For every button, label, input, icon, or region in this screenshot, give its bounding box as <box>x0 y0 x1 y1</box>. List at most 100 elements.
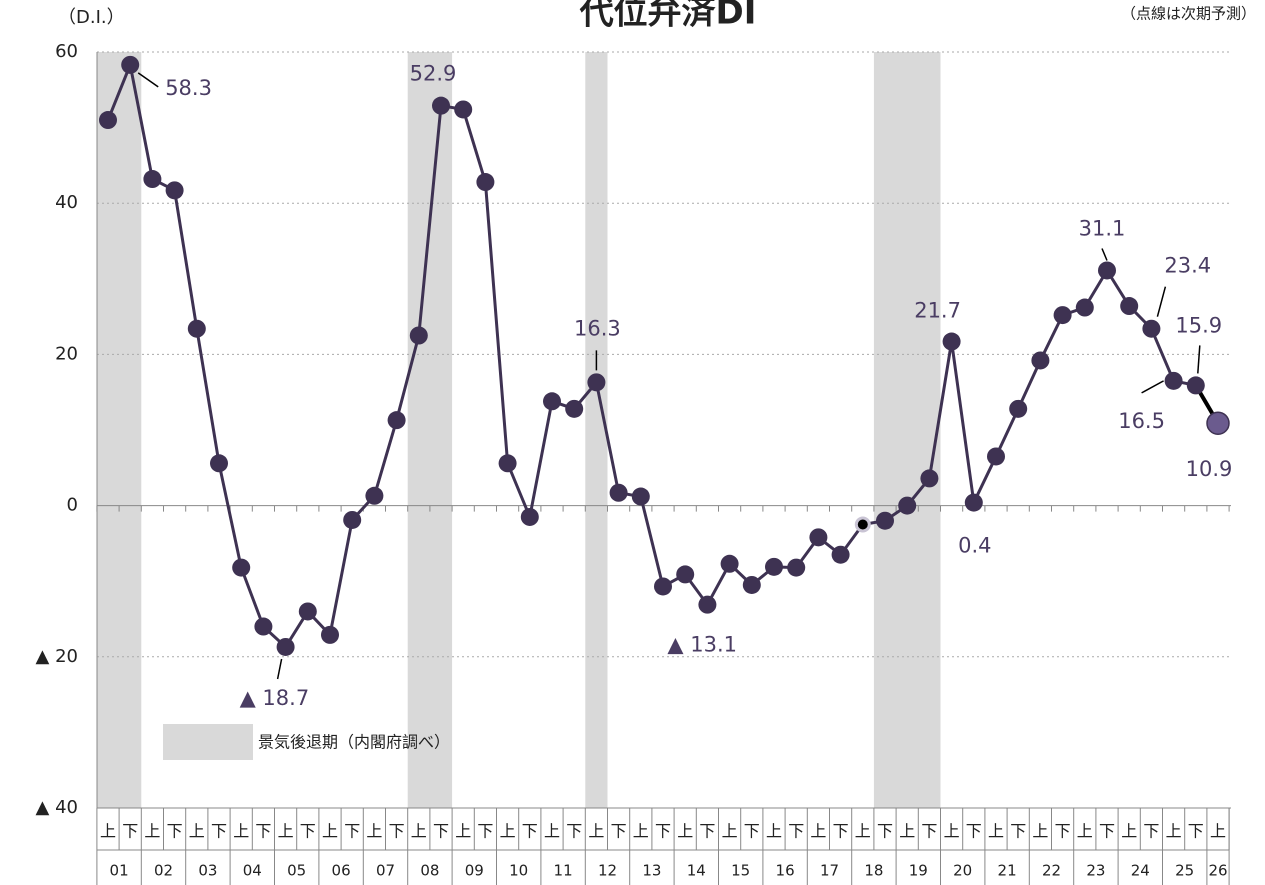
year-label: 18 <box>864 862 883 880</box>
marker <box>143 170 162 189</box>
recession-band <box>873 52 941 808</box>
marker <box>121 55 140 74</box>
x-tick-label: 上 <box>322 822 338 841</box>
x-tick-label: 下 <box>477 822 493 841</box>
x-tick-label: 上 <box>455 822 471 841</box>
marker <box>432 96 450 115</box>
x-tick-label: 下 <box>1055 822 1071 841</box>
marker <box>676 565 695 584</box>
marker <box>298 602 317 621</box>
x-tick-label: 上 <box>810 822 826 841</box>
x-tick-label: 上 <box>144 822 160 841</box>
marker <box>720 554 739 573</box>
year-label: 07 <box>376 862 395 880</box>
x-tick-label: 上 <box>588 822 604 841</box>
y-tick-label: ▲ 20 <box>36 646 78 667</box>
marker <box>254 617 273 636</box>
data-label: 58.3 <box>165 76 212 100</box>
year-label: 03 <box>198 862 217 880</box>
x-tick-label: 下 <box>211 822 227 841</box>
year-label: 13 <box>642 862 661 880</box>
marker <box>1098 261 1116 280</box>
leader-line <box>137 72 159 88</box>
marker <box>165 181 184 200</box>
marker <box>409 326 428 345</box>
x-tick-label: 上 <box>1166 822 1182 841</box>
data-label: 0.4 <box>958 534 991 558</box>
y-tick-label: 20 <box>55 343 78 364</box>
y-unit: （D.I.） <box>58 7 125 28</box>
marker <box>1031 351 1050 370</box>
recession-band <box>407 52 453 808</box>
marker-dot <box>857 519 868 530</box>
leader-line <box>1101 248 1108 261</box>
forecast-marker <box>1206 411 1230 435</box>
legend-label: 景気後退期（内閣府調べ） <box>258 733 450 752</box>
x-tick-label: 下 <box>1099 822 1115 841</box>
x-tick-label: 下 <box>389 822 405 841</box>
marker <box>187 319 206 338</box>
marker <box>1075 298 1094 317</box>
year-label: 06 <box>332 862 351 880</box>
year-label: 22 <box>1042 862 1061 880</box>
leader-line <box>1197 345 1201 374</box>
year-label: 19 <box>909 862 928 880</box>
marker <box>454 100 473 119</box>
x-tick-label: 上 <box>633 822 649 841</box>
marker <box>609 483 628 502</box>
marker <box>964 493 983 512</box>
x-tick-label: 下 <box>344 822 360 841</box>
x-tick-label: 上 <box>855 822 871 841</box>
marker <box>809 528 828 547</box>
year-label: 20 <box>953 862 972 880</box>
data-label: ▲ 18.7 <box>240 686 310 710</box>
data-label: 21.7 <box>914 299 961 323</box>
x-tick-label: 下 <box>255 822 271 841</box>
marker <box>876 511 894 530</box>
year-label: 16 <box>776 862 795 880</box>
marker <box>476 173 495 192</box>
marker <box>343 510 362 529</box>
recession-band <box>585 52 608 808</box>
chart-title: 代位弁済DI <box>579 0 757 33</box>
marker <box>787 558 806 577</box>
marker <box>565 399 584 418</box>
x-tick-label: 下 <box>433 822 449 841</box>
year-label: 17 <box>820 862 839 880</box>
marker <box>587 373 606 392</box>
y-tick-label: ▲ 40 <box>36 797 78 818</box>
marker <box>365 486 384 505</box>
leader-line <box>276 658 283 680</box>
x-tick-label: 下 <box>566 822 582 841</box>
x-tick-label: 上 <box>500 822 516 841</box>
x-tick-label: 上 <box>899 822 915 841</box>
x-tick-label: 上 <box>544 822 560 841</box>
x-tick-label: 上 <box>944 822 960 841</box>
year-label: 15 <box>731 862 750 880</box>
x-tick-label: 下 <box>1143 822 1159 841</box>
leader-line <box>1141 380 1164 394</box>
x-tick-label: 上 <box>722 822 738 841</box>
year-label: 02 <box>154 862 173 880</box>
year-label: 26 <box>1208 862 1227 880</box>
data-label: 16.3 <box>574 316 621 340</box>
x-tick-label: 上 <box>189 822 205 841</box>
marker <box>942 332 961 351</box>
legend-swatch <box>163 724 253 760</box>
marker <box>498 454 517 473</box>
x-tick-label: 下 <box>122 822 138 841</box>
x-tick-label: 上 <box>233 822 249 841</box>
marker <box>920 469 939 488</box>
x-tick-label: 上 <box>677 822 693 841</box>
year-label: 10 <box>509 862 528 880</box>
marker <box>276 637 295 656</box>
year-label: 25 <box>1175 862 1194 880</box>
x-tick-label: 上 <box>411 822 427 841</box>
note: （点線は次期予測） <box>1121 5 1256 23</box>
y-tick-label: 40 <box>55 192 78 213</box>
year-label: 08 <box>420 862 439 880</box>
year-label: 21 <box>998 862 1017 880</box>
marker <box>654 577 672 596</box>
data-label: 10.9 <box>1186 457 1233 481</box>
